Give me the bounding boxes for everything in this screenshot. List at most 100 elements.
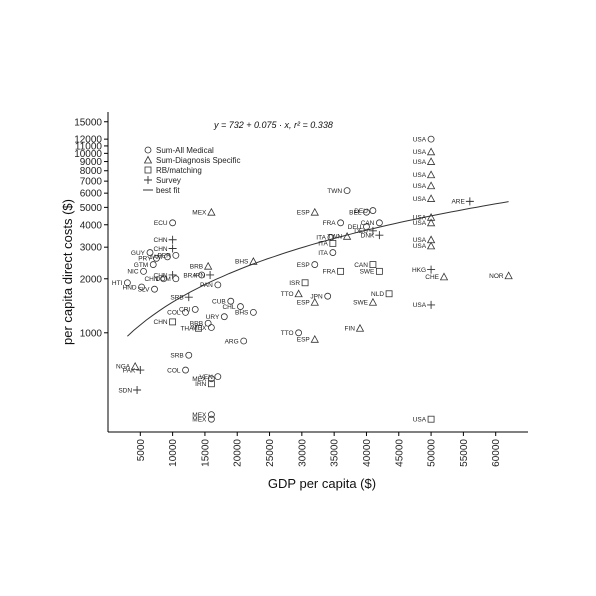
point-label: ISR — [289, 280, 300, 287]
data-point-plus — [168, 270, 177, 279]
data-point-plus — [184, 293, 193, 302]
data-point-triangle — [368, 297, 378, 306]
fit-equation: y = 732 + 0.075 · x, r² = 0.338 — [213, 120, 333, 130]
data-point-circle — [207, 375, 215, 383]
point-label: PAN — [200, 282, 213, 289]
data-point-circle — [172, 251, 180, 259]
axes: 5000 10000 15000 20000 25000 30000 35000 40000 4… — [74, 112, 528, 467]
point-label: BHS — [235, 310, 249, 317]
y-tick-label: 11000 — [75, 141, 103, 152]
point-label: IRN — [195, 381, 207, 388]
point-label: COL — [167, 367, 181, 374]
data-point-circle — [138, 283, 146, 291]
data-point-circle — [311, 261, 319, 268]
x-tick-label: 15000 — [200, 439, 211, 467]
point-label: JPN — [310, 293, 323, 300]
point-label: BHS — [235, 259, 249, 266]
point-label: JAM — [149, 254, 162, 261]
y-tick-label: 6000 — [80, 189, 103, 200]
data-point-square — [385, 290, 393, 298]
point-label: IRN — [194, 272, 206, 279]
point-label: CHE — [425, 274, 439, 281]
x-tick-label: 25000 — [265, 439, 276, 467]
data-point-plus — [206, 270, 215, 279]
data-point-triangle — [249, 257, 258, 265]
data-point-circle — [363, 223, 370, 231]
point-label: HTI — [112, 280, 123, 287]
point-label: BRA — [183, 272, 197, 279]
data-point-circle — [204, 319, 212, 327]
y-tick-label: 2000 — [80, 274, 103, 285]
data-point-circle — [169, 219, 177, 227]
data-point-square — [301, 279, 309, 287]
data-point-square — [329, 239, 337, 247]
y-tick-label: 5000 — [80, 203, 103, 214]
point-label: CHN — [144, 276, 158, 283]
data-point-triangle — [426, 241, 436, 250]
point-label: ARG — [225, 338, 239, 345]
point-label: SRB — [170, 294, 183, 301]
data-point-plus — [136, 366, 145, 375]
data-point-circle — [237, 303, 244, 310]
point-label: DEU — [354, 208, 368, 215]
point-label: MEX — [192, 416, 207, 423]
point-label: USA — [413, 159, 427, 166]
point-label: MEX — [192, 376, 207, 383]
point-label: SLV — [138, 286, 150, 293]
data-point-square — [195, 324, 202, 332]
point-label: ESP — [297, 262, 310, 269]
point-label: NGA — [116, 364, 131, 371]
data-point-square — [427, 415, 435, 423]
data-point-circle — [182, 366, 189, 374]
point-label: BRB — [190, 264, 203, 271]
data-point-circle — [191, 306, 199, 313]
point-label: SRB — [170, 353, 183, 360]
data-point-circle — [182, 308, 189, 316]
data-point-circle — [198, 271, 206, 279]
point-label: TWN — [327, 188, 342, 195]
x-tick-label: 20000 — [233, 439, 244, 467]
data-point-triangle — [426, 181, 436, 190]
data-point-circle — [363, 208, 370, 216]
data-point-triangle — [426, 212, 436, 221]
y-tick-label: 3000 — [80, 243, 103, 254]
point-label: USA — [413, 243, 427, 250]
point-label: ITA — [316, 235, 326, 242]
point-label: TWN — [327, 234, 342, 241]
data-point-triangle — [426, 194, 436, 202]
data-point-circle — [140, 267, 147, 275]
data-point-circle — [149, 261, 157, 268]
data-point-circle — [185, 351, 193, 359]
x-tick-label: 55000 — [459, 439, 470, 467]
data-point-circle — [337, 219, 345, 227]
y-tick-label: 12000 — [74, 135, 102, 146]
point-label: ITA — [318, 250, 328, 257]
best-fit-line — [127, 201, 509, 337]
point-label: CHN — [154, 237, 168, 244]
data-point-triangle — [426, 157, 436, 165]
data-point-circle — [227, 297, 235, 305]
point-label: USA — [413, 302, 427, 309]
point-label: USA — [413, 172, 427, 179]
y-tick-label: 8000 — [80, 166, 103, 177]
x-tick-label: 60000 — [491, 439, 502, 467]
data-point-circle — [151, 285, 158, 293]
data-point-circle — [214, 373, 222, 381]
point-label: TTO — [281, 291, 294, 298]
data-point-square — [375, 267, 383, 275]
x-tick-label: 40000 — [362, 439, 373, 467]
data-point-triangle — [426, 170, 436, 179]
point-label: DNK — [361, 232, 375, 239]
point-label: ESP — [297, 300, 310, 307]
data-point-circle — [329, 249, 337, 256]
data-point-circle — [240, 337, 248, 345]
data-point-plus — [168, 244, 177, 253]
data-point-triangle — [439, 272, 449, 281]
point-label: USA — [413, 237, 427, 244]
data-point-circle — [343, 187, 351, 195]
point-label: USA — [413, 220, 427, 227]
data-point-triangle — [310, 334, 319, 343]
point-label: COL — [167, 310, 181, 317]
data-point-circle — [295, 329, 303, 337]
point-label: NOR — [489, 273, 504, 280]
